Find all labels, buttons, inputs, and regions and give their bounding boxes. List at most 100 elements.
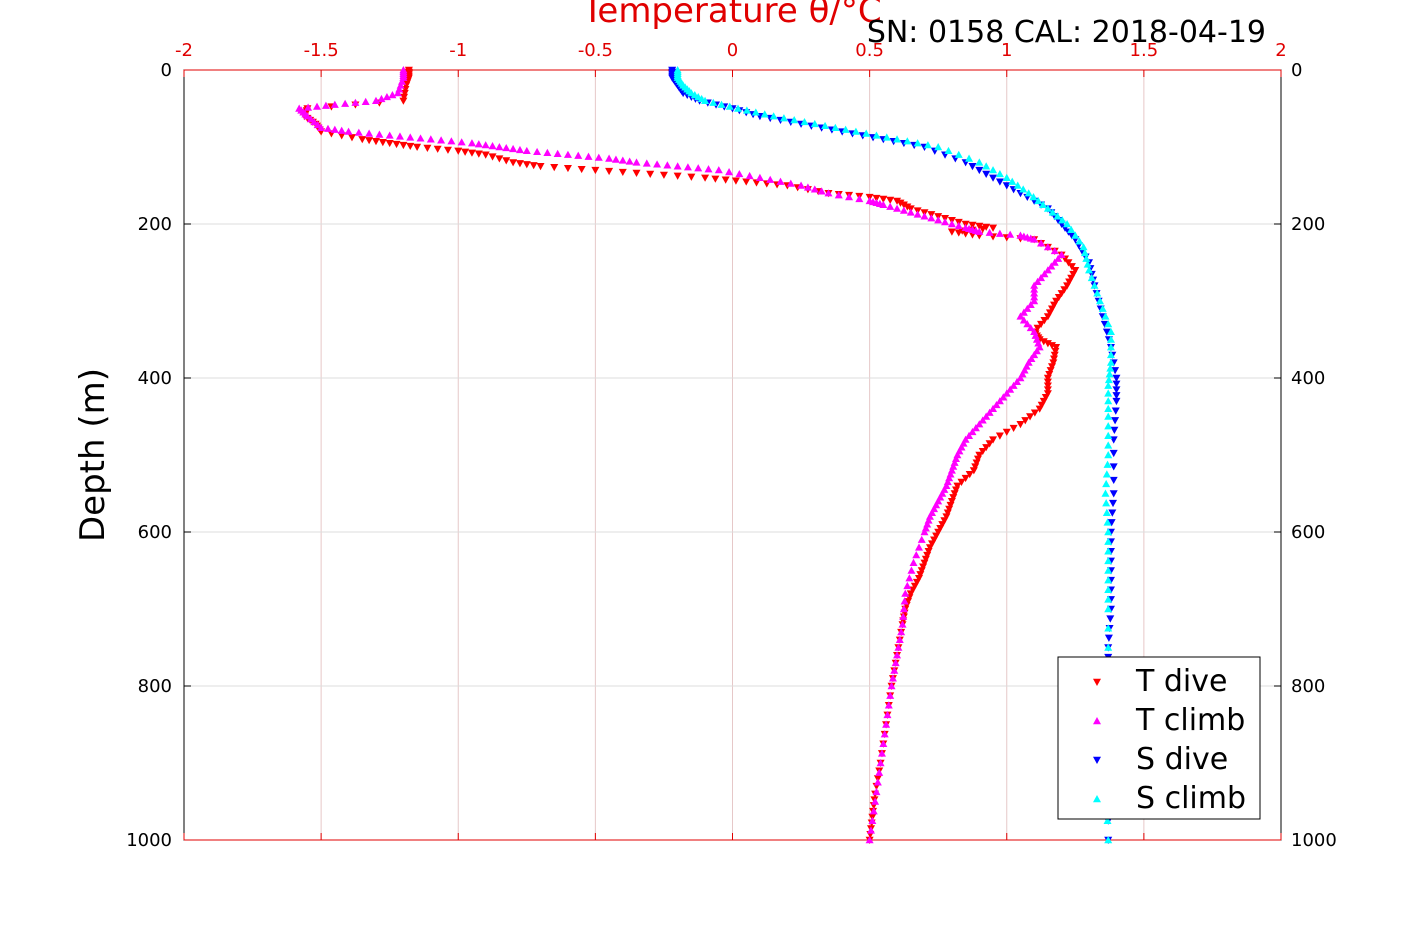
data-point [1104, 537, 1113, 545]
data-point [1104, 585, 1113, 593]
data-point [914, 575, 923, 583]
data-point [742, 178, 751, 186]
data-point [1057, 290, 1066, 298]
data-point [896, 199, 905, 207]
data-point [683, 163, 692, 171]
data-point [1080, 248, 1089, 257]
data-point [1111, 417, 1120, 425]
data-point [934, 143, 943, 151]
data-point [1026, 300, 1035, 309]
data-point [905, 574, 914, 582]
data-point [1052, 344, 1061, 352]
data-point [950, 490, 959, 498]
data-point [982, 444, 991, 452]
data-point [989, 436, 998, 444]
data-point [786, 179, 795, 187]
data-point [574, 151, 583, 159]
data-point [378, 138, 387, 147]
data-point [347, 134, 356, 142]
data-point [893, 197, 902, 205]
data-point [968, 427, 977, 436]
data-point [995, 432, 1004, 440]
data-point [1029, 193, 1038, 201]
data-point [1057, 250, 1066, 258]
data-point [886, 202, 895, 210]
y-tick-label-left: 400 [138, 368, 172, 389]
data-point [618, 168, 627, 177]
legend-label: S dive [1136, 742, 1228, 777]
data-point [1039, 338, 1048, 346]
x-tick-label: -2 [175, 40, 193, 61]
data-point [1037, 273, 1046, 282]
data-point [416, 134, 425, 142]
data-point [1037, 239, 1046, 247]
data-point [550, 164, 559, 172]
data-point [1109, 476, 1118, 485]
data-point [920, 212, 929, 220]
y-tick-label-right: 0 [1291, 60, 1302, 81]
data-point [563, 164, 572, 173]
data-point [995, 397, 1004, 405]
data-point [1067, 225, 1076, 233]
data-point [971, 463, 980, 471]
data-point [1053, 212, 1062, 220]
data-point [553, 149, 562, 157]
data-point [687, 173, 696, 181]
data-point [1050, 246, 1059, 255]
data-point [893, 135, 902, 143]
data-point [855, 194, 864, 203]
data-point [982, 162, 991, 170]
data-point [632, 169, 641, 177]
data-point [869, 807, 878, 815]
data-point [467, 139, 476, 147]
data-point [474, 140, 483, 148]
data-point [1095, 297, 1104, 305]
data-point [903, 581, 912, 590]
data-point [1104, 566, 1113, 574]
data-point [433, 145, 442, 153]
data-point [797, 181, 806, 189]
data-point [906, 208, 915, 216]
x-tick-label: 1 [1001, 40, 1012, 61]
data-point [961, 230, 970, 238]
data-point [1033, 277, 1042, 285]
data-point [1104, 397, 1113, 405]
data-point [1110, 426, 1119, 434]
legend-marker [1093, 795, 1101, 803]
data-point [975, 166, 984, 175]
data-point [1019, 308, 1028, 316]
data-point [303, 112, 312, 120]
data-point [1103, 816, 1112, 824]
data-point [1023, 304, 1032, 312]
data-point [1050, 355, 1059, 363]
data-point [406, 142, 415, 151]
data-point [1112, 380, 1121, 388]
data-point [1002, 428, 1011, 436]
data-point [663, 161, 672, 169]
series-t-climb [295, 66, 1066, 844]
data-point [392, 140, 401, 149]
data-point [1050, 351, 1059, 359]
data-point [989, 166, 998, 174]
data-point [936, 524, 945, 533]
data-point [1024, 189, 1033, 197]
data-point [533, 147, 542, 156]
data-point [873, 778, 882, 786]
data-point [375, 130, 384, 138]
data-point [872, 194, 881, 203]
data-point [871, 797, 880, 805]
data-point [515, 145, 524, 154]
data-point [1109, 499, 1118, 508]
y-tick-label-right: 400 [1291, 368, 1325, 389]
data-point [947, 228, 956, 236]
data-point [1037, 320, 1046, 329]
data-point [306, 115, 315, 123]
data-point [502, 143, 511, 152]
data-point [584, 152, 593, 160]
data-point [947, 220, 956, 228]
data-point [1104, 528, 1113, 536]
data-point [709, 98, 718, 106]
data-point [1019, 185, 1028, 193]
data-point [999, 393, 1008, 401]
